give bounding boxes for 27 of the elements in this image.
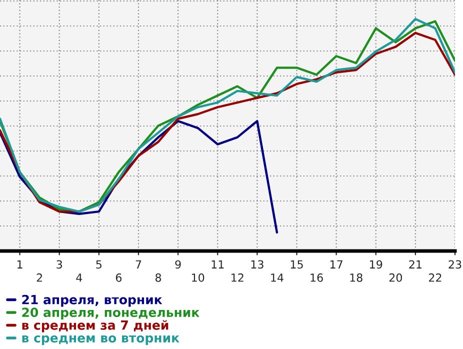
legend-label: в среднем за 7 дней	[22, 320, 168, 332]
x-tick-label: 21	[409, 260, 422, 268]
x2-tick-label: 18	[350, 273, 362, 282]
x2-tick-label: 8	[155, 273, 162, 282]
x2-tick-label: 10	[192, 273, 204, 282]
x2-tick-label: 12	[232, 273, 244, 282]
x-tick-label: 17	[330, 260, 342, 268]
x-tick-label: 9	[175, 260, 181, 269]
x2-tick-label: 14	[271, 274, 284, 282]
legend-label: 20 апреля, понедельник	[22, 308, 200, 320]
legend-label: в среднем во вторник	[22, 335, 180, 345]
x-tick-label: 19	[370, 260, 382, 269]
x2-tick-label: 2	[36, 273, 42, 282]
x-tick-label: 11	[212, 260, 224, 268]
x2-tick-label: 22	[428, 273, 442, 282]
x2-tick-label: 4	[76, 274, 82, 282]
x2-tick-label: 16	[310, 273, 323, 282]
legend-label: 21 апреля, вторник	[22, 294, 162, 307]
x-tick-label: 15	[290, 260, 303, 269]
x2-tick-label: 20	[389, 273, 402, 282]
x-tick-label: 7	[136, 260, 142, 268]
x-tick-label: 3	[56, 260, 62, 269]
x-tick-label: 23	[448, 260, 462, 269]
x2-tick-label: 6	[116, 273, 122, 282]
x-tick-label: 13	[251, 260, 264, 269]
x-tick-label: 1	[17, 260, 22, 268]
x-tick-label: 5	[96, 260, 102, 269]
